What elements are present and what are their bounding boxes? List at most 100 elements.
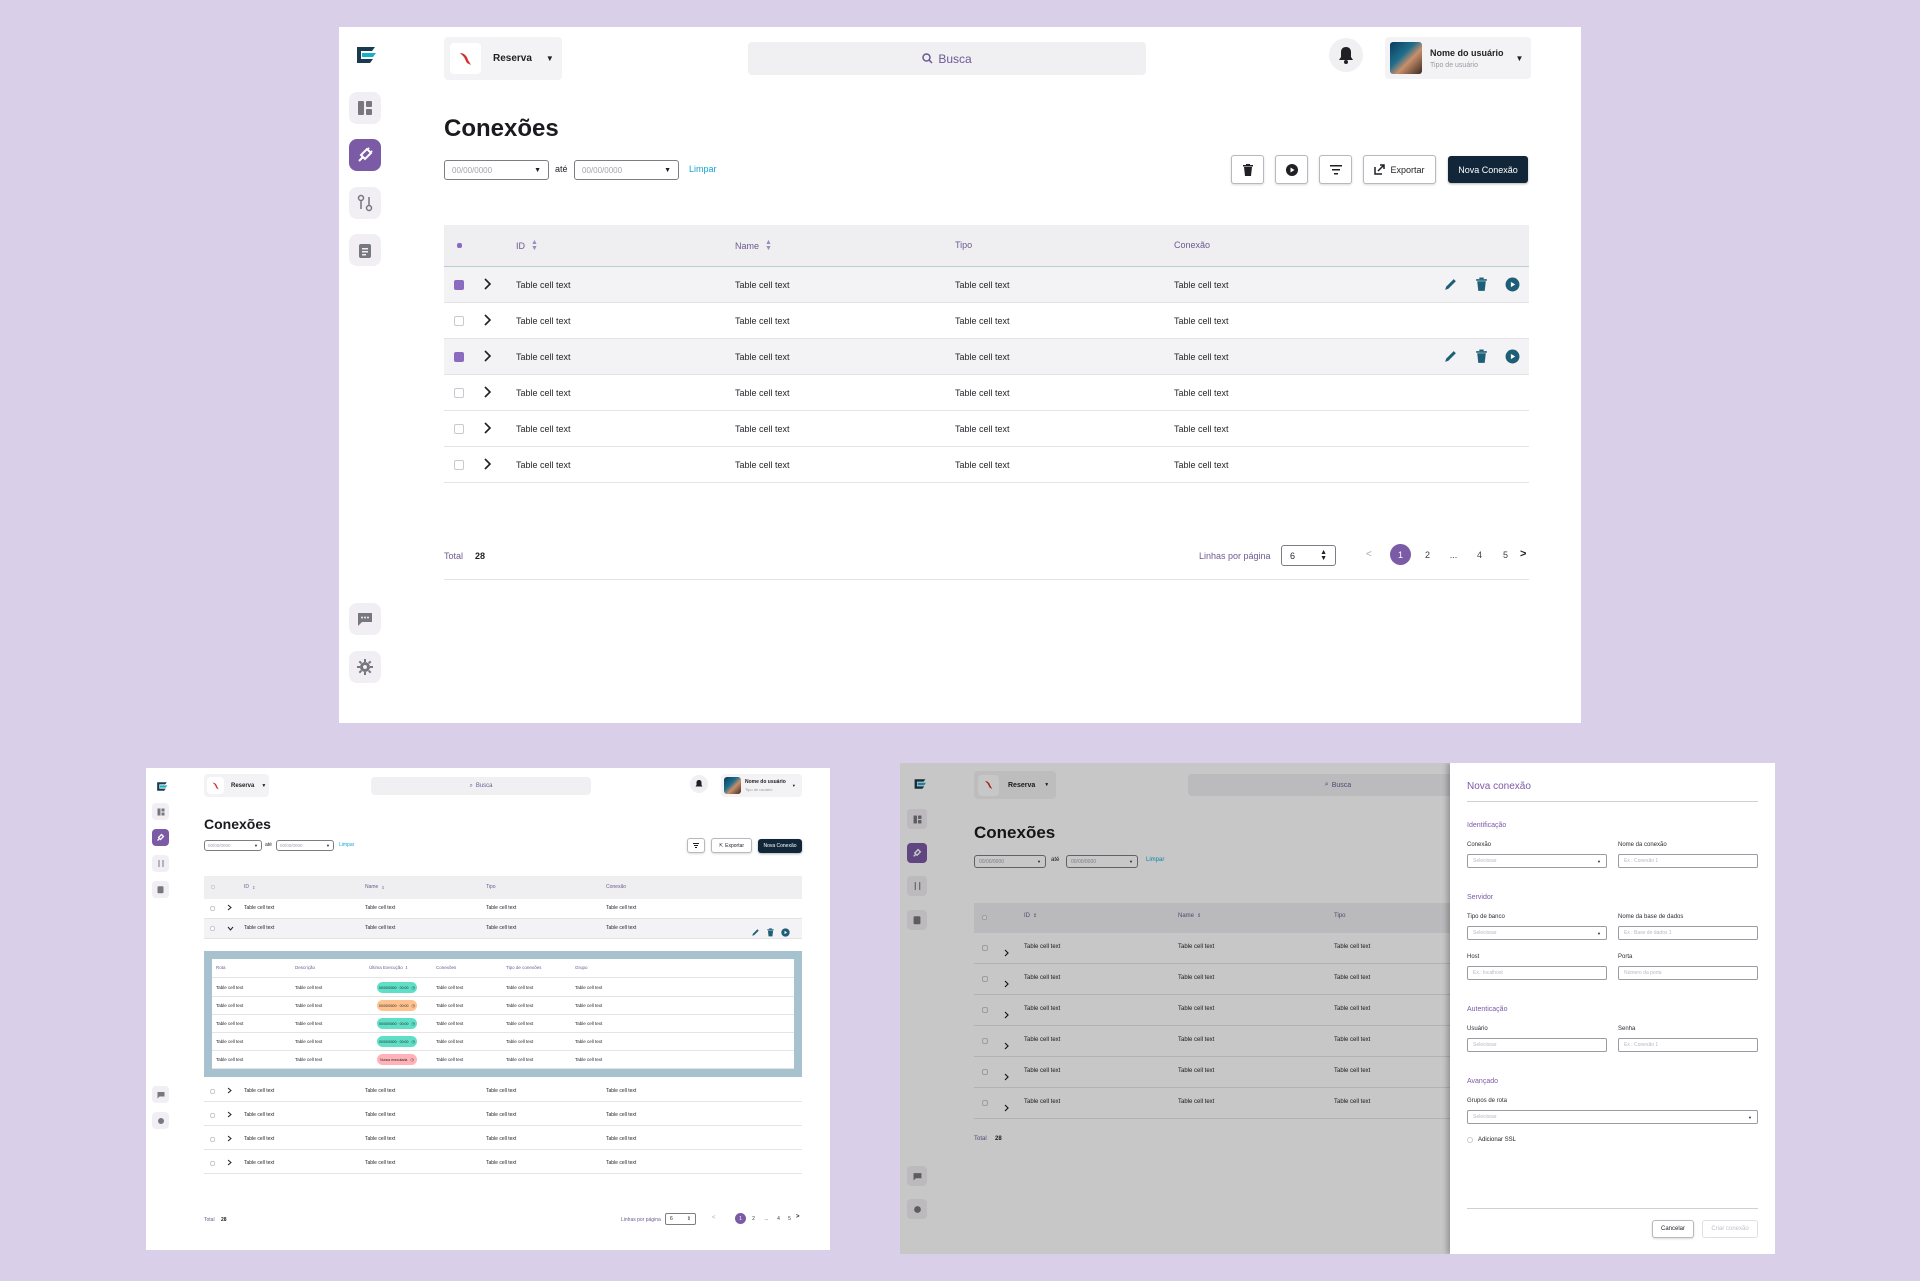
new-connection-button[interactable]: Nova Conexão — [758, 839, 802, 853]
row-checkbox[interactable] — [982, 976, 988, 982]
chevron-right-icon[interactable] — [1004, 1006, 1009, 1024]
sidebar-item-chat[interactable] — [907, 1166, 927, 1186]
chevron-right-icon[interactable] — [484, 349, 492, 367]
sidebar-item-reports[interactable] — [907, 910, 927, 930]
page-button[interactable]: 1 — [735, 1213, 746, 1224]
sidebar-item-dashboard[interactable] — [349, 92, 381, 124]
trash-icon[interactable] — [766, 924, 775, 942]
senha-input[interactable]: Ex.: Conexão 1 — [1618, 1038, 1758, 1052]
table-row[interactable]: Table cell text Table cell text Table cell… — [974, 933, 1454, 964]
row-checkbox[interactable] — [454, 316, 464, 326]
sidebar-item-routes[interactable] — [152, 855, 169, 872]
modal-overlay[interactable] — [900, 763, 1450, 1254]
table-row[interactable]: Table cell text Table cell text Table cell… — [204, 1106, 802, 1126]
nested-row[interactable]: Table cell text Table cell text 00/00/0000… — [212, 1015, 794, 1033]
date-from-input[interactable]: 00/00/0000 ▼ — [204, 840, 262, 851]
chevron-right-icon[interactable] — [484, 385, 492, 403]
row-checkbox[interactable] — [454, 280, 464, 290]
column-header-name[interactable]: Name ⇕ — [1178, 913, 1201, 919]
table-row[interactable]: Table cell text Table cell text Table cell… — [444, 303, 1529, 339]
notifications-button[interactable] — [1329, 38, 1363, 72]
rows-per-page-select[interactable]: 6 ⇕ — [665, 1213, 696, 1225]
row-checkbox[interactable] — [210, 926, 215, 931]
app-logo[interactable] — [155, 779, 169, 791]
chevron-right-icon[interactable] — [484, 313, 492, 331]
date-to-input[interactable]: 00/00/0000 ▼ — [1066, 855, 1138, 868]
date-to-input[interactable]: 00/00/0000 ▼ — [276, 840, 334, 851]
row-checkbox[interactable] — [982, 1007, 988, 1013]
run-selected-button[interactable] — [1275, 155, 1308, 184]
row-checkbox[interactable] — [454, 424, 464, 434]
sidebar-item-dashboard[interactable] — [907, 809, 927, 829]
row-checkbox[interactable] — [210, 1113, 215, 1118]
sidebar-item-connections[interactable] — [907, 843, 927, 863]
prev-page-icon[interactable]: < — [1366, 549, 1372, 560]
date-from-input[interactable]: 00/00/0000 ▼ — [974, 855, 1046, 868]
export-button[interactable]: ⇱ Exportar — [711, 838, 752, 853]
chevron-right-icon[interactable] — [227, 904, 232, 913]
chevron-right-icon[interactable] — [227, 1087, 232, 1096]
row-checkbox[interactable] — [210, 1089, 215, 1094]
notifications-button[interactable] — [690, 775, 708, 793]
trash-icon[interactable] — [1474, 277, 1489, 297]
column-header-id[interactable]: ID ⇕ — [1024, 913, 1037, 919]
row-checkbox[interactable] — [982, 1038, 988, 1044]
chevron-down-icon[interactable] — [227, 924, 234, 933]
sidebar-item-routes[interactable] — [349, 187, 381, 219]
sidebar-item-settings[interactable] — [152, 1112, 169, 1129]
row-checkbox[interactable] — [982, 945, 988, 951]
nested-row[interactable]: Table cell text Table cell text 00/00/0000… — [212, 1033, 794, 1051]
sidebar-item-reports[interactable] — [152, 881, 169, 898]
row-checkbox[interactable] — [210, 1161, 215, 1166]
page-button[interactable]: 4 — [777, 1215, 780, 1222]
nested-row[interactable]: Table cell text Table cell text Nunca exec… — [212, 1051, 794, 1069]
chevron-right-icon[interactable] — [484, 421, 492, 439]
tipo-banco-select[interactable]: Selecionar ▼ — [1467, 926, 1607, 940]
sidebar-item-connections[interactable] — [152, 829, 169, 846]
table-row[interactable]: Table cell text Table cell text Table cell… — [204, 919, 802, 939]
sidebar-item-connections[interactable] — [349, 139, 381, 171]
porta-input[interactable]: Número da porta — [1618, 966, 1758, 980]
date-from-input[interactable]: 00/00/0000 ▼ — [444, 160, 549, 180]
table-row[interactable]: Table cell text Table cell text Table cell… — [204, 1154, 802, 1174]
row-checkbox[interactable] — [210, 1137, 215, 1142]
table-row[interactable]: Table cell text Table cell text Table cell… — [444, 267, 1529, 303]
row-checkbox[interactable] — [454, 352, 464, 362]
sidebar-item-chat[interactable] — [349, 603, 381, 635]
column-header-id[interactable]: ID ▲ ▼ — [516, 239, 538, 252]
row-checkbox[interactable] — [210, 906, 215, 911]
conexao-select[interactable]: Selecionar ▼ — [1467, 854, 1607, 868]
page-button[interactable]: ... — [1449, 549, 1458, 560]
grupos-rota-select[interactable]: Selecionar ▼ — [1467, 1110, 1758, 1124]
play-circle-icon[interactable] — [1505, 277, 1520, 297]
user-menu[interactable]: Nome do usuário Tipo de usuário ▼ — [721, 774, 802, 797]
edit-icon[interactable] — [751, 924, 760, 942]
next-page-icon[interactable]: > — [1520, 548, 1527, 560]
prev-page-icon[interactable]: < — [712, 1215, 716, 1221]
ssl-checkbox[interactable] — [1467, 1137, 1473, 1143]
clear-filters-link[interactable]: Limpar — [689, 164, 717, 174]
cancel-button[interactable]: Cancelar — [1652, 1220, 1694, 1238]
trash-icon[interactable] — [1474, 349, 1489, 369]
nested-row[interactable]: Table cell text Table cell text 00/00/0000… — [212, 979, 794, 997]
page-button[interactable]: 2 — [1424, 549, 1430, 560]
export-button[interactable]: Exportar — [1363, 155, 1436, 184]
table-row[interactable]: Table cell text Table cell text Table cell… — [974, 1057, 1454, 1088]
nome-conexao-input[interactable]: Ex.: Conexão 1 — [1618, 854, 1758, 868]
rows-per-page-select[interactable]: 6 ▲ ▼ — [1281, 545, 1336, 566]
user-menu[interactable]: Nome do usuário Tipo de usuário ▼ — [1385, 37, 1531, 79]
clear-filters-link[interactable]: Limpar — [1146, 857, 1165, 863]
search-input[interactable]: ⌕ Busca — [371, 777, 591, 795]
table-row[interactable]: Table cell text Table cell text Table cell… — [974, 1088, 1454, 1119]
chevron-right-icon[interactable] — [1004, 1037, 1009, 1055]
brand-selector[interactable]: Reserva ▼ — [444, 37, 562, 80]
sidebar-item-chat[interactable] — [152, 1086, 169, 1103]
chevron-right-icon[interactable] — [1004, 1068, 1009, 1086]
app-logo[interactable] — [912, 777, 928, 789]
column-header-name[interactable]: Name ⇕ — [365, 884, 385, 890]
row-checkbox[interactable] — [454, 388, 464, 398]
table-row[interactable]: Table cell text Table cell text Table cell… — [444, 339, 1529, 375]
table-row[interactable]: Table cell text Table cell text Table cell… — [444, 447, 1529, 483]
create-connection-button[interactable]: Criar conexão — [1702, 1220, 1758, 1238]
table-row[interactable]: Table cell text Table cell text Table cell… — [974, 995, 1454, 1026]
